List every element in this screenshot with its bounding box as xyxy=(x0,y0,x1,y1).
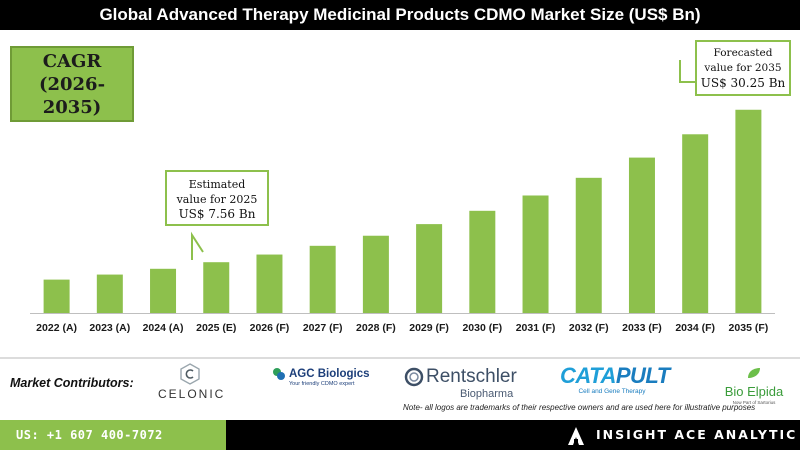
celonic-logo: CELONIC xyxy=(158,363,226,407)
bar-chart: 2022 (A) 2023 (A) 2024 (A) 2025 (E) 2026 (F)… xyxy=(30,60,775,334)
trademark-note: Note- all logos are trademarks of their … xyxy=(403,403,756,412)
x-tick-label: 2030 (F) xyxy=(462,322,502,334)
x-tick-label: 2026 (F) xyxy=(250,322,290,334)
cagr-label: CAGR xyxy=(42,51,102,72)
callout-forecasted-2035: Forecasted value for 2035 US$ 30.25 Bn xyxy=(695,40,791,96)
cagr-period: (2026-2035) xyxy=(38,74,106,118)
bar-group xyxy=(43,109,762,313)
x-tick-label: 2024 (A) xyxy=(143,322,184,334)
chart-title: Global Advanced Therapy Medicinal Produc… xyxy=(0,0,800,30)
bar-2026-f xyxy=(256,254,283,313)
rentschler-ring-icon xyxy=(404,367,424,387)
x-tick-label: 2033 (F) xyxy=(622,322,662,334)
market-contributors-label: Market Contributors: xyxy=(10,376,134,390)
catapult-name-b: PULT xyxy=(615,363,670,388)
celonic-name: CELONIC xyxy=(158,387,226,401)
footer-brand-bar: INSIGHT ACE ANALYTIC xyxy=(226,420,800,450)
catapult-logo: CATAPULT Cell and Gene Therapy xyxy=(560,363,670,400)
bar-2031-f xyxy=(522,195,549,313)
rentschler-subtitle: Biopharma xyxy=(460,388,514,400)
catapult-name-a: CATA xyxy=(560,363,616,388)
x-tick-label: 2027 (F) xyxy=(303,322,343,334)
celonic-hexagon-icon xyxy=(180,363,200,385)
bioelpida-logo: Bio Elpida Now Part of Sartorius xyxy=(716,366,792,405)
bar-2024-a xyxy=(150,268,177,313)
agc-biologics-logo: AGC Biologics Your friendly CDMO expert xyxy=(272,367,372,395)
x-tick-label: 2022 (A) xyxy=(36,322,77,334)
bar-2035-f xyxy=(735,109,762,313)
x-tick-labels: 2022 (A) 2023 (A) 2024 (A) 2025 (E) 2026 (F)… xyxy=(36,322,768,334)
bar-2029-f xyxy=(416,224,443,313)
bioelpida-name: Bio Elpida xyxy=(724,384,784,399)
insight-ace-logo-icon xyxy=(568,427,584,445)
rentschler-logo: Rentschler Biopharma xyxy=(404,366,529,402)
bioelpida-leaf-icon xyxy=(748,368,760,378)
section-divider xyxy=(0,357,800,359)
x-tick-label: 2031 (F) xyxy=(516,322,556,334)
rentschler-name: Rentschler xyxy=(426,366,517,387)
x-tick-label: 2035 (F) xyxy=(729,322,769,334)
cagr-box: CAGR (2026-2035) 15.0% xyxy=(10,46,134,141)
bar-2022-a xyxy=(43,279,70,313)
bar-2025-e xyxy=(203,262,230,313)
catapult-name: CATAPULT xyxy=(560,363,670,388)
bar-2027-f xyxy=(309,245,336,313)
callout-estimated-line2: value for 2025 xyxy=(176,193,258,206)
agc-leaf-icon xyxy=(273,368,285,380)
bar-2028-f xyxy=(362,235,389,313)
callout-estimated-line1: Estimated xyxy=(188,178,246,191)
bar-2030-f xyxy=(469,210,496,313)
callout-estimated-value: US$ 7.56 Bn xyxy=(178,207,256,221)
x-tick-label: 2025 (E) xyxy=(196,322,236,334)
bar-2032-f xyxy=(575,177,602,313)
callout-forecasted-value: US$ 30.25 Bn xyxy=(700,76,786,90)
callout-forecasted-line1: Forecasted xyxy=(713,47,773,59)
catapult-subtitle: Cell and Gene Therapy xyxy=(578,388,646,395)
callout-forecasted-line2: value for 2035 xyxy=(704,62,782,74)
cagr-value: 15.0% xyxy=(41,120,103,141)
footer-phone: US: +1 607 400-7072 xyxy=(0,420,226,450)
bar-2023-a xyxy=(96,274,123,313)
x-tick-label: 2029 (F) xyxy=(409,322,449,334)
bar-2033-f xyxy=(628,157,655,313)
callout-estimated-2025: Estimated value for 2025 US$ 7.56 Bn xyxy=(165,170,269,226)
callout-2025-connector xyxy=(191,231,204,260)
agc-name: AGC Biologics xyxy=(289,368,370,380)
agc-tagline: Your friendly CDMO expert xyxy=(289,381,355,387)
x-tick-label: 2034 (F) xyxy=(675,322,715,334)
x-tick-label: 2028 (F) xyxy=(356,322,396,334)
x-tick-label: 2032 (F) xyxy=(569,322,609,334)
bar-2034-f xyxy=(682,134,709,313)
x-tick-label: 2023 (A) xyxy=(89,322,130,334)
bioelpida-subtitle: Now Part of Sartorius xyxy=(732,400,776,405)
footer-brand-name: INSIGHT ACE ANALYTIC xyxy=(596,427,798,442)
